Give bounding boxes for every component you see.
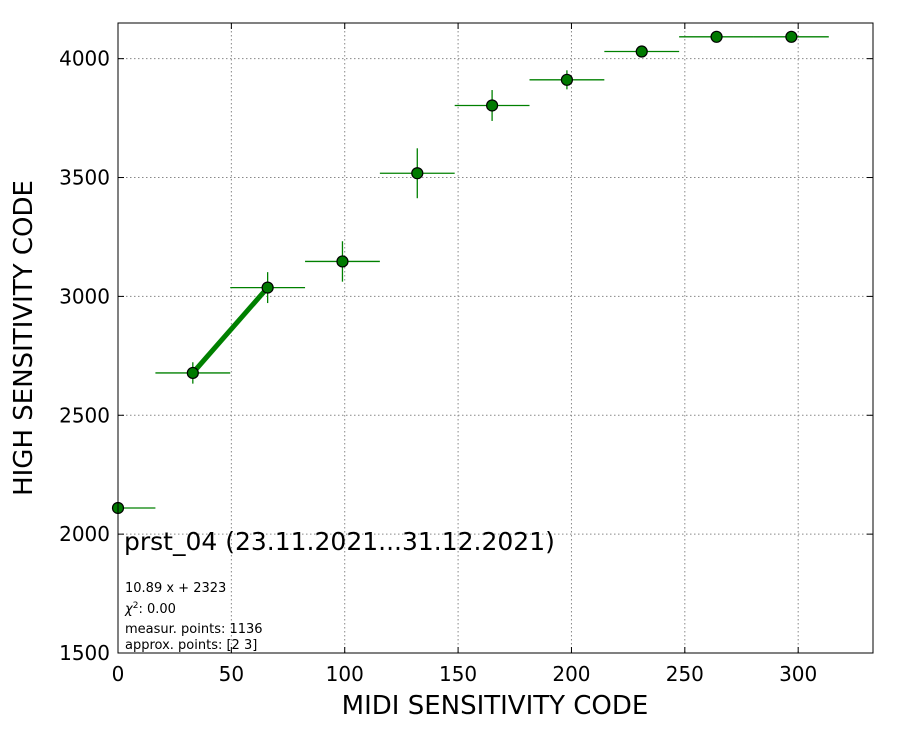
y-tick-label: 4000 xyxy=(59,47,110,71)
ticks: 0 50 100 150 200 250 300 1500 2000 2500 3000 3500 40… xyxy=(59,23,873,686)
annotation-chi2: χ2: 0.00 xyxy=(124,601,176,617)
x-tick-label: 250 xyxy=(666,662,704,686)
data-point xyxy=(336,255,349,268)
data-point xyxy=(710,30,723,43)
data-point xyxy=(186,366,199,380)
data-point xyxy=(485,99,499,112)
y-axis-title: HIGH SENSITIVITY CODE xyxy=(9,180,39,496)
y-tick-label: 2000 xyxy=(59,522,110,546)
x-tick-label: 300 xyxy=(779,662,817,686)
x-tick-label: 0 xyxy=(112,662,125,686)
chi2-value: : 0.00 xyxy=(138,602,175,617)
y-tick-label: 2500 xyxy=(59,403,110,427)
x-tick-label: 200 xyxy=(552,662,590,686)
x-tick-label: 50 xyxy=(219,662,244,686)
y-tick-label: 3000 xyxy=(59,284,110,308)
chi2-superscript: 2 xyxy=(133,601,139,611)
annotation-formula: 10.89 x + 2323 xyxy=(125,581,226,596)
x-tick-label: 100 xyxy=(326,662,364,686)
data-point xyxy=(785,30,798,43)
data-point xyxy=(560,73,574,86)
annotation-title: prst_04 (23.11.2021...31.12.2021) xyxy=(124,527,555,556)
plot-frame xyxy=(117,22,874,654)
data-point xyxy=(411,167,424,180)
annotation-measured-points: measur. points: 1136 xyxy=(125,622,263,637)
annotation-approx-points: approx. points: [2 3] xyxy=(125,638,257,653)
chi2-symbol: χ xyxy=(124,602,134,617)
y-tick-label: 1500 xyxy=(59,641,110,665)
grid xyxy=(118,23,873,653)
data-markers xyxy=(111,30,798,515)
fit-line xyxy=(190,285,270,375)
y-tick-label: 3500 xyxy=(59,166,110,190)
x-axis-title: MIDI SENSITIVITY CODE xyxy=(342,691,649,721)
data-point xyxy=(261,281,274,294)
data-point xyxy=(635,45,648,58)
fit-line-group xyxy=(190,285,270,375)
x-tick-label: 150 xyxy=(439,662,477,686)
